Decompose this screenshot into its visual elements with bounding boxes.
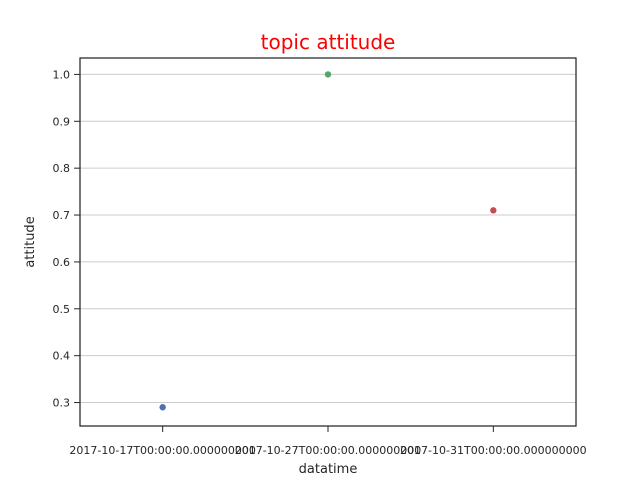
y-tick-label: 0.7	[53, 209, 71, 222]
y-tick-label: 0.3	[53, 397, 71, 410]
x-axis-label: datatime	[299, 462, 358, 477]
y-tick-label: 0.6	[53, 256, 71, 269]
data-point	[490, 207, 497, 214]
y-axis-ticks: 0.3 0.4 0.5 0.6 0.7 0.8 0.9 1.0	[53, 68, 80, 410]
y-tick-label: 0.4	[53, 350, 71, 363]
y-tick-label: 0.8	[53, 162, 71, 175]
y-axis-label: attitude	[23, 216, 38, 267]
grid-lines	[80, 73, 576, 404]
x-tick-label: 2017-10-27T00:00:00.000000000	[235, 444, 422, 457]
y-tick-label: 0.5	[53, 303, 71, 316]
data-point	[159, 404, 166, 411]
data-point	[324, 71, 332, 78]
x-tick-label: 2017-10-31T00:00:00.000000000	[400, 444, 587, 457]
data-points	[159, 71, 497, 411]
y-tick-label: 0.9	[53, 115, 71, 128]
x-tick-label: 2017-10-17T00:00:00.000000000	[69, 444, 256, 457]
chart-title: topic attitude	[261, 30, 396, 54]
x-axis-ticks: 2017-10-17T00:00:00.0000000002017-10-27T…	[69, 426, 587, 457]
y-tick-label: 1.0	[53, 68, 71, 81]
plot-frame	[79, 57, 577, 427]
